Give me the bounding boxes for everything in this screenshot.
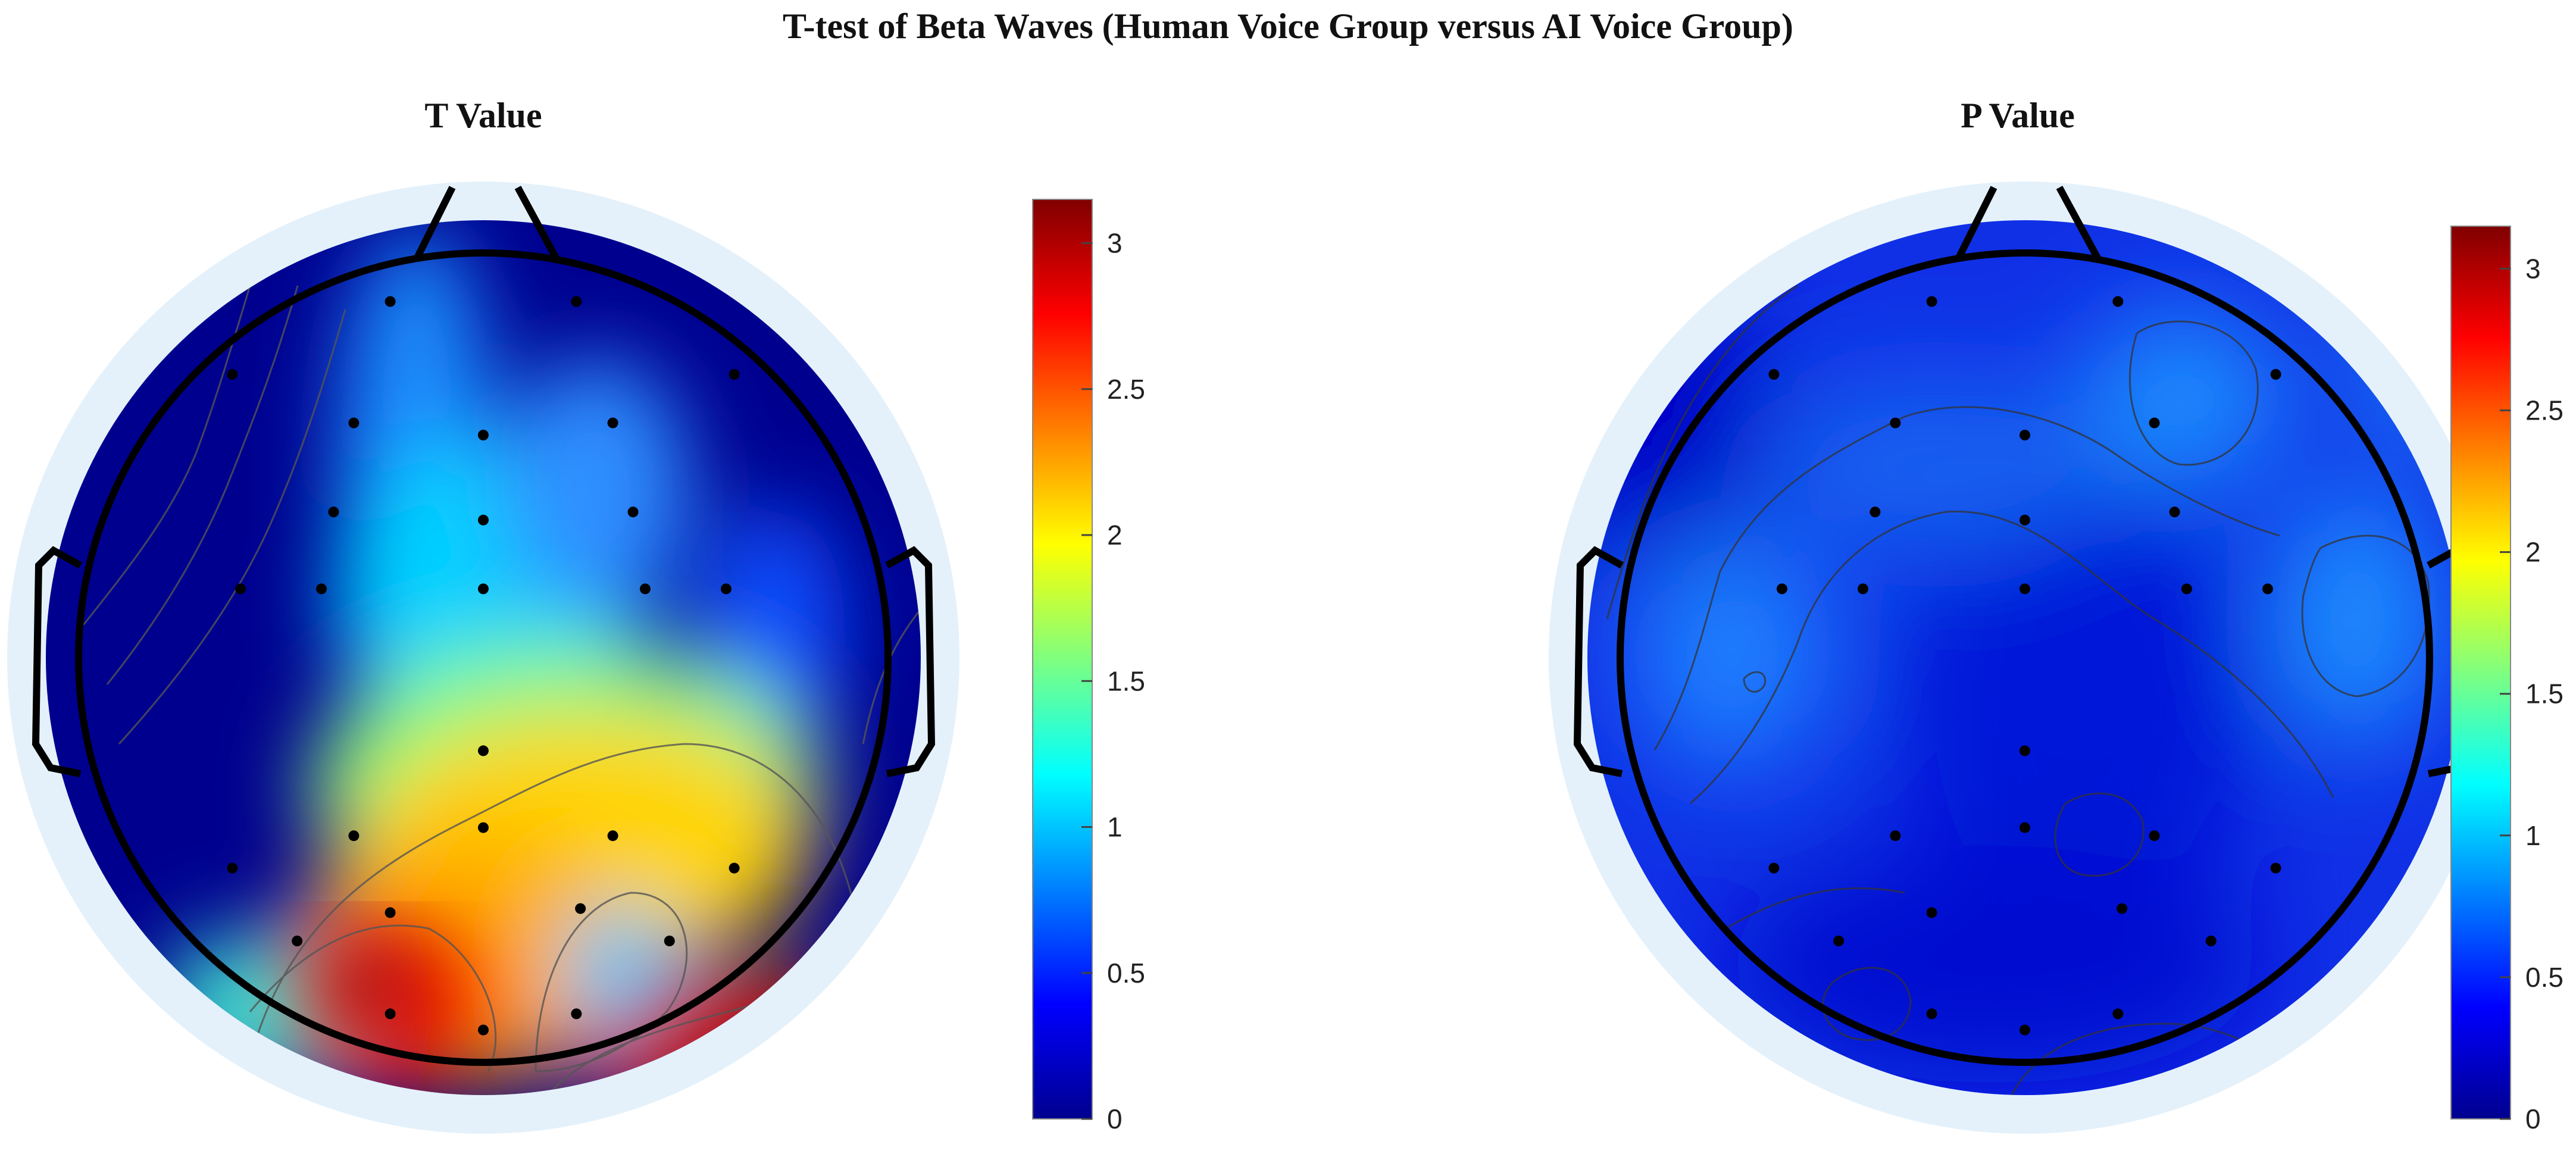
p-electrode-dot [2112, 1008, 2124, 1020]
p-value-topoplot [1549, 182, 2501, 1134]
t-electrode-dot [664, 936, 675, 946]
t-electrode-dot [384, 907, 396, 918]
p-electrode-dot [1870, 506, 1881, 518]
t-electrode-dot [721, 583, 731, 595]
p-electrode-dot [2019, 430, 2030, 440]
t-colorbar-gradient [1032, 199, 1093, 1120]
p-electrode-dot [2112, 296, 2124, 307]
t-electrode-dot [729, 862, 740, 874]
p-colorbar-tick-label: 3 [2525, 253, 2541, 284]
t-electrode-dot [607, 830, 618, 842]
p-colorbar-tick-label: 0.5 [2525, 962, 2564, 993]
p-electrode-dot [1833, 936, 1845, 946]
p-electrode-dot [1890, 830, 1901, 842]
t-electrode-dot [292, 936, 303, 946]
t-colorbar-tick-label: 0.5 [1107, 958, 1145, 989]
p-electrode-dot [2181, 583, 2192, 595]
p-electrode-dot [1890, 417, 1901, 429]
t-electrode-dot [607, 417, 618, 429]
t-electrode-dot [571, 296, 582, 307]
p-electrode-dot [1777, 583, 1787, 595]
p-electrode-dot [1858, 583, 1868, 595]
t-colorbar-tick-label: 1 [1107, 812, 1123, 843]
p-electrode-dot [2205, 936, 2217, 946]
p-electrode-dot [2019, 514, 2030, 526]
t-heat-field [46, 220, 921, 1095]
panel-title-t: T Value [424, 96, 542, 135]
p-head-outline [1617, 249, 2433, 1066]
t-electrode-dot [235, 583, 246, 595]
p-electrode-dot [1926, 907, 1937, 918]
p-electrode-dot [2149, 830, 2160, 842]
t-left-ear [32, 546, 82, 777]
t-electrode-dot [328, 506, 339, 518]
t-colorbar-tick-label: 3 [1107, 228, 1123, 259]
t-electrode-dot [384, 1008, 396, 1020]
p-colorbar-tick-label: 2.5 [2525, 395, 2564, 426]
t-electrode-dot [478, 822, 489, 833]
t-colorbar: 0 0.5 1 1.5 2 2.5 3 [1032, 199, 1145, 1134]
p-colorbar-tick-label: 2 [2525, 537, 2541, 568]
t-electrode-dot [627, 506, 639, 518]
t-electrode-dot [478, 1024, 489, 1036]
p-electrode-dot [2270, 369, 2281, 380]
p-electrode-dot [2117, 903, 2128, 914]
t-electrode-dot [478, 514, 489, 526]
t-electrode-dot [729, 369, 740, 380]
p-electrode-dot [1768, 862, 1780, 874]
p-electrode-dot [2270, 862, 2281, 874]
p-electrodes [1768, 296, 2281, 1036]
p-colorbar-tick-label: 1 [2525, 820, 2541, 851]
t-electrode-dot [348, 417, 359, 429]
t-colorbar-tick-label: 2.5 [1107, 374, 1145, 405]
t-nose [413, 186, 560, 261]
t-colorbar-tick-label: 2 [1107, 520, 1123, 551]
p-left-ear [1573, 546, 1624, 777]
t-right-ear [885, 546, 936, 777]
t-electrode-dot [478, 430, 489, 440]
p-colorbar-gradient [2450, 226, 2511, 1120]
p-electrode-dot [2019, 583, 2030, 595]
t-electrode-dot [316, 583, 327, 595]
t-electrode-dot [571, 1008, 582, 1020]
t-head-outline [75, 249, 892, 1066]
p-colorbar-tick-label: 1.5 [2525, 678, 2564, 709]
p-electrode-dot [2262, 583, 2273, 595]
t-electrodes [227, 296, 740, 1036]
t-value-topoplot [7, 182, 959, 1134]
p-colorbar: 0 0.5 1 1.5 2 2.5 3 [2450, 226, 2564, 1134]
t-electrode-dot [348, 830, 359, 842]
t-electrode-dot [384, 296, 396, 307]
p-electrode-dot [2149, 417, 2160, 429]
p-electrode-dot [1926, 296, 1937, 307]
t-colorbar-tick-label: 0 [1107, 1103, 1123, 1134]
t-electrode-dot [575, 903, 586, 914]
p-electrode-dot [2019, 1024, 2030, 1036]
t-electrode-dot [640, 583, 651, 595]
p-electrode-dot [2019, 822, 2030, 833]
p-nose [1955, 186, 2102, 261]
p-electrode-dot [2169, 506, 2180, 518]
p-colorbar-tick-label: 0 [2525, 1103, 2541, 1134]
t-colorbar-tick-label: 1.5 [1107, 665, 1145, 696]
p-electrode-dot [2019, 745, 2030, 756]
t-electrode-dot [478, 745, 489, 756]
panel-title-p: P Value [1961, 96, 2075, 135]
t-electrode-dot [478, 583, 489, 595]
t-electrode-dot [227, 862, 238, 874]
p-electrode-dot [1926, 1008, 1937, 1020]
p-electrode-dot [1768, 369, 1780, 380]
t-electrode-dot [227, 369, 238, 380]
figure-title: T-test of Beta Waves (Human Voice Group … [783, 7, 1793, 46]
